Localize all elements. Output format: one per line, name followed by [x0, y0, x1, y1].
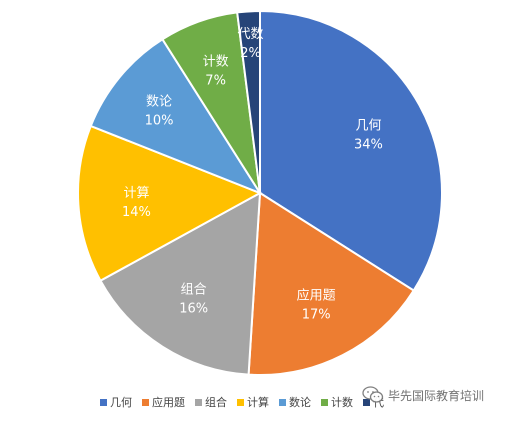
slice-category-label-algebra: 代数: [238, 27, 264, 42]
watermark-text: 毕先国际教育培训: [388, 388, 485, 403]
legend-swatch-number-theory: [279, 398, 286, 406]
slice-category-label-counting: 计数: [203, 55, 229, 70]
legend-label-counting: 计数: [331, 396, 353, 409]
slice-category-label-calculation: 计算: [123, 186, 149, 201]
legend-label-calculation: 计算: [247, 396, 269, 409]
legend-label-word-problems: 应用题: [152, 396, 185, 409]
legend-label-number-theory: 数论: [289, 396, 311, 409]
wechat-icon: [362, 386, 384, 403]
pie-slice-geometry: [259, 9, 443, 292]
slice-value-label-number-theory: 10%: [145, 113, 174, 128]
pie-slice-calculation: [77, 124, 263, 283]
pie-slice-combinatorics: [99, 191, 262, 376]
slice-value-label-calculation: 14%: [122, 205, 151, 220]
slice-value-label-algebra: 2%: [240, 46, 261, 61]
pie-slice-number-theory: [89, 37, 263, 196]
pie-slice-algebra: [236, 9, 261, 194]
slice-value-label-word-problems: 17%: [302, 307, 331, 322]
slice-category-label-word-problems: 应用题: [297, 287, 336, 303]
legend-swatch-algebra: [363, 398, 370, 406]
legend-swatch-calculation: [237, 398, 244, 406]
slice-category-label-geometry: 几何: [355, 117, 381, 133]
pie-slice-word-problems: [247, 191, 416, 376]
legend-swatch-combinatorics: [195, 398, 202, 406]
legend-item-combinatorics: 组合: [195, 394, 227, 410]
slice-value-label-counting: 7%: [205, 74, 226, 89]
legend-label-combinatorics: 组合: [205, 396, 227, 409]
slice-category-label-combinatorics: 组合: [181, 282, 207, 297]
legend-item-word-problems: 应用题: [142, 394, 185, 410]
legend-label-geometry: 几何: [110, 396, 132, 409]
legend-swatch-counting: [321, 398, 328, 406]
legend-item-algebra: 代: [363, 394, 384, 410]
slice-value-label-geometry: 34%: [354, 137, 383, 152]
legend-label-algebra: 代: [373, 396, 384, 409]
legend: 几何 应用题 组合 计算 数论 计数 代: [100, 394, 384, 410]
watermark: 毕先国际教育培训: [362, 386, 484, 404]
legend-swatch-word-problems: [142, 398, 149, 406]
legend-item-number-theory: 数论: [279, 394, 311, 410]
slice-value-label-combinatorics: 16%: [179, 301, 208, 316]
slice-category-label-number-theory: 数论: [146, 94, 172, 109]
legend-item-counting: 计数: [321, 394, 353, 410]
legend-swatch-geometry: [100, 398, 107, 406]
legend-item-geometry: 几何: [100, 394, 132, 410]
legend-item-calculation: 计算: [237, 394, 269, 410]
